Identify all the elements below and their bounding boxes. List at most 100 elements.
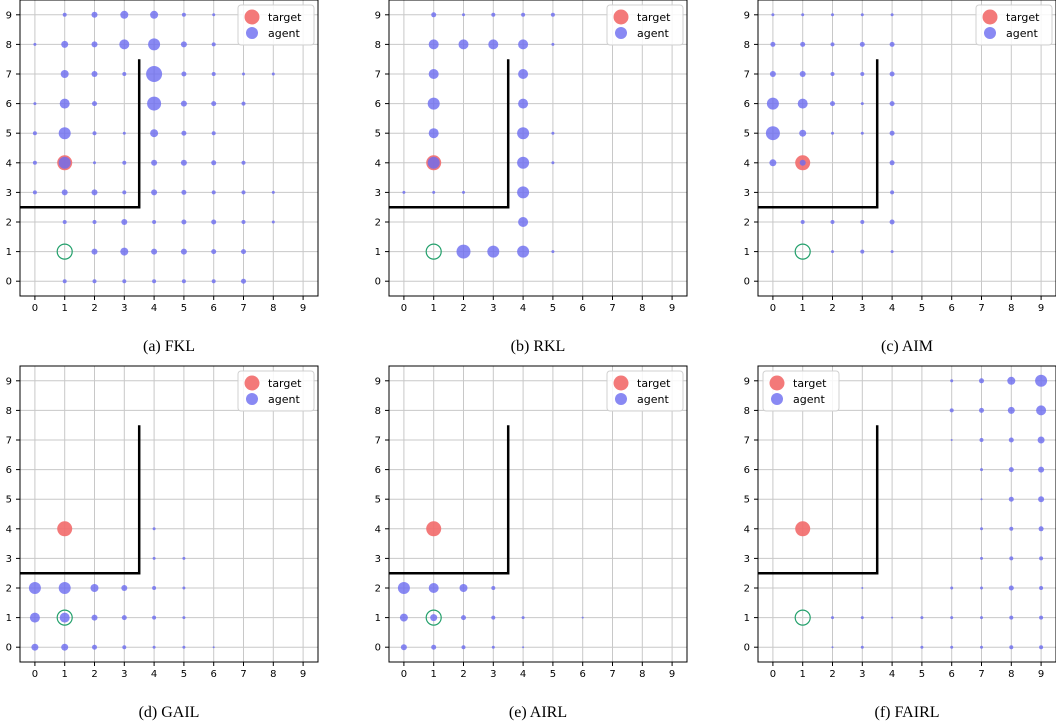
agent-point: [58, 156, 71, 169]
agent-point: [211, 279, 216, 284]
agent-point: [1038, 496, 1045, 503]
agent-point: [487, 245, 500, 258]
agent-point: [889, 160, 895, 166]
legend-agent-marker: [615, 27, 627, 39]
agent-point: [431, 644, 437, 650]
x-tick-label: 4: [520, 303, 526, 314]
wall-line: [758, 425, 879, 575]
y-tick-label: 1: [375, 613, 381, 624]
y-tick-label: 5: [375, 495, 381, 506]
x-tick-label: 1: [62, 669, 68, 680]
legend-target-marker: [613, 375, 629, 391]
legend-target-label: target: [637, 11, 671, 24]
agent-point: [980, 586, 983, 590]
agent-point: [1008, 467, 1014, 473]
legend: target agent: [237, 370, 315, 412]
agent-point: [950, 439, 953, 441]
agent-point: [830, 42, 835, 47]
legend: target agent: [975, 4, 1053, 46]
legend: target agent: [237, 4, 315, 46]
agent-point: [271, 190, 275, 194]
y-tick-label: 8: [6, 406, 12, 417]
x-tick-label: 8: [639, 669, 645, 680]
x-tick-label: 1: [431, 669, 437, 680]
panel-5: 0 1 2 3 4 5 6 7 8 9 0 1 2 3 4 5 6 7 8 9 target agent (f) FAIRL: [744, 365, 1056, 721]
agent-point: [122, 645, 127, 650]
start-marker: [425, 243, 442, 260]
y-tick-label: 9: [6, 376, 12, 387]
agent-point: [271, 220, 275, 224]
x-tick-label: 2: [91, 669, 97, 680]
agent-point: [148, 38, 161, 51]
y-tick-label: 9: [375, 376, 381, 387]
agent-point: [491, 586, 496, 590]
agent-point: [550, 12, 555, 17]
legend-agent-marker: [771, 393, 783, 405]
y-tick-label: 4: [6, 158, 12, 169]
agent-point: [32, 131, 37, 136]
agent-point: [428, 39, 439, 50]
x-tick-label: 2: [91, 303, 97, 314]
wall-line: [389, 425, 510, 575]
agent-point: [402, 190, 406, 194]
y-tick-label: 7: [375, 70, 381, 81]
x-tick-label: 7: [240, 303, 246, 314]
y-tick-label: 1: [744, 613, 750, 624]
x-tick-label: 5: [550, 669, 556, 680]
agent-point: [980, 468, 983, 472]
agent-point: [62, 220, 67, 224]
legend: target agent: [606, 370, 684, 412]
agent-point: [889, 219, 895, 225]
agent-point: [181, 12, 186, 17]
y-tick-label: 9: [744, 10, 750, 21]
agent-point: [241, 278, 246, 284]
panel-caption: (a) FKL: [143, 338, 195, 355]
legend-agent-label: agent: [1006, 27, 1038, 40]
agent-point: [551, 131, 555, 135]
legend-target-label: target: [793, 377, 827, 390]
x-tick-label: 6: [949, 303, 955, 314]
agent-point: [181, 219, 187, 225]
y-tick-label: 0: [375, 643, 381, 654]
x-tick-label: 8: [1008, 303, 1014, 314]
agent-point: [92, 279, 97, 284]
agent-point: [1036, 405, 1047, 416]
x-tick-label: 6: [580, 303, 586, 314]
x-tick-label: 4: [151, 303, 157, 314]
agent-point: [122, 131, 126, 135]
y-tick-label: 5: [6, 129, 12, 140]
panel-4: 0 1 2 3 4 5 6 7 8 9 0 1 2 3 4 5 6 7 8 9 target agent (e) AIRL: [375, 365, 688, 721]
agent-point: [211, 219, 217, 225]
legend-target-marker: [613, 9, 629, 25]
y-tick-label: 7: [744, 70, 750, 81]
target-point: [426, 521, 442, 537]
agent-point: [1007, 376, 1016, 385]
agent-point: [488, 39, 499, 50]
agent-point: [1035, 374, 1048, 387]
agent-point: [33, 42, 37, 46]
agent-point: [1039, 586, 1044, 590]
axes-frame: [19, 0, 319, 297]
agent-point: [62, 279, 67, 284]
agent-point: [522, 646, 525, 649]
y-tick-label: 2: [375, 584, 381, 595]
agent-point: [181, 71, 187, 77]
agent-point: [889, 41, 895, 47]
agent-point: [121, 219, 128, 225]
agent-point: [491, 645, 495, 649]
agent-point: [91, 189, 98, 196]
agent-point: [92, 220, 97, 224]
agent-point: [400, 644, 407, 651]
x-tick-label: 8: [270, 669, 276, 680]
x-tick-label: 7: [240, 669, 246, 680]
y-tick-label: 0: [744, 277, 750, 288]
axes-frame: [757, 0, 1056, 297]
agent-point: [1009, 526, 1014, 531]
agent-point: [151, 189, 158, 196]
agent-point: [517, 245, 530, 258]
y-tick-label: 6: [375, 99, 381, 110]
agent-point: [799, 129, 807, 137]
x-tick-label: 2: [829, 303, 835, 314]
y-tick-label: 1: [375, 247, 381, 258]
agent-point: [980, 498, 983, 501]
